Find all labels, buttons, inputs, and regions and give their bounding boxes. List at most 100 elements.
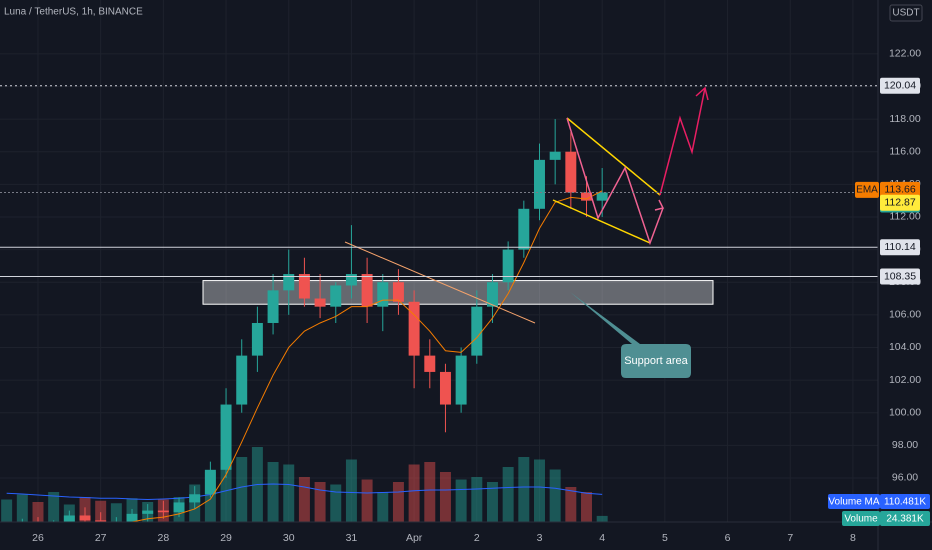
x-tick-label: 3 [537,532,543,544]
x-tick-label: 28 [158,532,170,544]
candle-body [204,469,216,495]
candle-body [565,151,577,193]
volume-bar [16,494,28,522]
candle-body [392,282,404,302]
price-tag-label: 120.04 [884,80,916,92]
volume-bar [267,462,279,522]
volume-bar [361,479,373,522]
candle-body [455,355,467,405]
x-tick-label: 29 [220,532,232,544]
support-zone [202,280,714,305]
volume-bar [518,457,530,522]
annotation: Support area [624,355,688,367]
y-tick-label: 122.00 [889,48,921,60]
volume-ma-value: 110.481K [884,497,926,508]
y-tick-label: 100.00 [889,406,921,418]
chart-title: Luna / TetherUS, 1h, BINANCE [4,7,143,18]
candle-body [283,274,295,291]
y-tick-label: 106.00 [889,309,921,321]
ema-line [80,190,603,522]
volume-bar [1,499,13,522]
candle-body [189,494,201,503]
volume-bar [32,502,44,522]
candle-body [424,355,436,372]
volume-ma-line [6,483,603,501]
candle-body [439,371,451,405]
volume-value: 24.381K [886,514,924,525]
volume-bar [581,492,592,522]
volume-bar [424,462,436,522]
volume-ma-name-tag [828,494,880,509]
volume-tag [880,511,930,526]
volume-bar [455,479,467,522]
volume-ma-tag [880,494,930,509]
y-tick-label: 112.00 [889,211,920,223]
volume-bar [439,472,451,522]
arrow-head [695,86,709,101]
candle-body [298,274,310,299]
x-tick-label: 26 [32,532,44,544]
volume-bar [471,477,483,522]
volume-bar [330,484,342,522]
y-tick-label: 104.00 [889,341,921,353]
drawings: Support area [0,85,878,378]
zigzag [566,117,664,246]
arrow-head [654,199,665,211]
y-tick-label: 116.00 [889,145,920,157]
volume-name: Volume [844,514,878,525]
x-tick-label: 31 [346,532,358,544]
channel-bottom [552,199,651,244]
candle-body [314,298,326,307]
x-tick-label: 8 [850,532,856,544]
candle-body [79,515,91,521]
candle-body [63,515,75,522]
candle-body [549,151,561,160]
ema-name: EMA [856,185,878,196]
candle-body [361,274,373,307]
candle-body [377,282,389,307]
price-tag-label: 108.35 [884,270,916,282]
time-scale [0,522,878,550]
volume-name-tag [842,511,880,526]
ema-tag [880,181,920,198]
currency: USDT [892,8,919,19]
price-tag [880,77,920,94]
volume-bar [377,492,389,522]
candle-body [345,274,357,286]
volume-bar [345,459,357,522]
candle-body [126,513,138,522]
volume-bar [502,467,514,522]
candle-body [502,249,514,283]
currency-box [889,4,923,22]
candle-body [251,322,263,356]
volume-bar [392,482,404,522]
candle-body [581,192,592,201]
price-tag [880,268,920,285]
y-tick-label: 102.00 [889,374,921,386]
y-tick-label: 96.00 [892,472,918,484]
volume-bar [408,464,420,522]
trend-line [344,241,536,324]
volume-bar [549,469,561,522]
candle-body [596,192,608,201]
labels: 96.0098.00100.00102.00104.00106.00108.00… [32,48,930,544]
volume-bar [48,492,60,522]
price-tag-label: 110.14 [884,241,915,253]
candle-body [518,208,530,250]
volume-bar [95,500,107,522]
callout [570,292,691,378]
price-tag [880,239,920,256]
candle-body [236,355,248,405]
candle-body [95,520,107,522]
volume-bar [534,459,545,522]
candle-body [330,285,342,307]
volume-bar [298,477,310,522]
x-tick-label: 27 [95,532,107,544]
volume-bar [110,503,122,522]
volume-bar [486,482,498,522]
candle-body [267,290,279,323]
x-tick-label: 6 [725,532,731,544]
candle-body [486,282,498,307]
x-tick-label: 4 [599,532,605,544]
